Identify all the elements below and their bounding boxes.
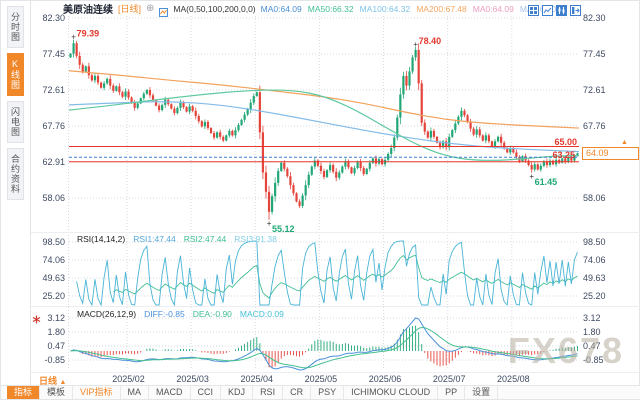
extreme-marker: + — [529, 172, 534, 181]
date-label: 2025/08 — [497, 374, 530, 384]
chart-header: 美原油连续 [日线] ⊕ MA(0,50,100,200,0,0) MA0:64… — [63, 2, 561, 17]
toolbar-item-3[interactable]: MA — [121, 386, 150, 399]
macd-value-1: DEA:-0.90 — [192, 309, 232, 319]
current-price-tag: 64.09 — [582, 147, 639, 160]
rsi-title: RSI(14,14,2) — [77, 234, 126, 244]
toolbar-item-5[interactable]: CCI — [191, 386, 222, 399]
chevron-up-icon: ▲ — [59, 379, 67, 386]
rsi-value-2: RSI3:91.38 — [234, 234, 277, 244]
toolbar-item-2[interactable]: VIP指标 — [73, 386, 121, 399]
toolbar-item-8[interactable]: CR — [283, 386, 312, 399]
main-axis-label-left: 77.45 — [42, 49, 65, 60]
candle-view-icon-active[interactable] — [556, 3, 567, 16]
rsi-header: RSI(14,14,2) RSI1:47.44 RSI2:47.44 RSI3:91… — [77, 234, 277, 244]
macd-axis-label-left: 3.12 — [47, 313, 65, 324]
extreme-price-label: 61.45 — [535, 177, 558, 187]
main-axis-label-left: 58.06 — [42, 193, 65, 204]
rsi-axis-label-right: 98.50 — [583, 237, 606, 247]
rsi-value-1: RSI2:47.44 — [183, 234, 227, 244]
main-axis-label-left: 82.30 — [42, 13, 65, 23]
extreme-price-label: 78.40 — [419, 36, 442, 46]
price-pin-icon: ▲ — [621, 139, 628, 146]
line-chart-view-icon[interactable] — [542, 3, 553, 16]
rsi-axis-label-right: 74.06 — [583, 255, 606, 265]
toolbar-item-7[interactable]: RSI — [253, 386, 284, 399]
ma-value-2: MA100:64.32 — [359, 3, 411, 14]
macd-axis-label-left: -0.85 — [44, 354, 65, 365]
date-label: 2025/04 — [240, 374, 274, 384]
macd-settings-icon[interactable] — [32, 311, 41, 324]
chart-type-sidebar: 分时图 K线图闪电图合约资料 — [1, 1, 31, 387]
sidebar-tab-2[interactable]: 闪电图 — [7, 101, 24, 143]
ma-value-3: MA200:67.48 — [416, 3, 467, 14]
rsi-axis-label-right: 49.63 — [583, 273, 606, 283]
indicator-toolbar: 指标 模板 VIP指标 MA MACD CCI KDJ RSI CR PSY ICHIMOKU CL… — [1, 385, 640, 399]
rsi-axis-label-right: 25.20 — [583, 291, 606, 301]
dashed-level-label: 63.25 — [552, 150, 575, 160]
sidebar-tab-1[interactable]: K线图 — [7, 53, 24, 96]
ma-value-5: MA0:64.09 — [519, 3, 562, 14]
rsi-axis-label-left: 49.63 — [42, 273, 65, 283]
macd-axis-label-left: 1.80 — [47, 326, 65, 337]
extreme-price-label: 79.39 — [77, 29, 100, 39]
macd-axis-label-right: 1.80 — [583, 326, 601, 337]
main-axis-label-left: 67.76 — [42, 120, 65, 131]
ma-formula: MA(0,50,100,200,0,0) — [173, 3, 256, 14]
sidebar-tab-3[interactable]: 合约资料 — [7, 148, 24, 200]
macd-value-0: DIFF:-0.85 — [144, 309, 185, 319]
view-switcher — [528, 3, 581, 16]
toolbar-item-9[interactable]: PSY — [311, 386, 345, 399]
date-label: 2025/03 — [176, 374, 209, 384]
main-axis-label-right: 72.61 — [583, 84, 606, 95]
toolbar-item-1[interactable]: 模板 — [40, 386, 74, 399]
macd-axis-label-right: 0.47 — [583, 341, 601, 352]
extreme-marker: + — [267, 219, 272, 228]
resistance-level-label: 65.00 — [554, 137, 577, 147]
rsi-axis-label-left: 98.50 — [42, 237, 65, 247]
ma-value-1: MA50:66.32 — [307, 3, 354, 14]
main-axis-label-left: 62.91 — [42, 157, 65, 167]
toolbar-item-6[interactable]: KDJ — [221, 386, 254, 399]
macd-header: MACD(26,12,9) DIFF:-0.85 DEA:-0.90 MACD:0.… — [77, 309, 284, 319]
ma-value-4: MA0:64.09 — [472, 3, 514, 14]
main-axis-label-left: 72.61 — [42, 84, 65, 95]
main-axis-label-right: 82.30 — [583, 13, 606, 23]
extreme-marker: + — [71, 33, 76, 42]
rsi-axis-label-left: 25.20 — [42, 291, 65, 301]
symbol-title: 美原油连续 — [63, 5, 113, 16]
rsi-axis-label-left: 74.06 — [42, 255, 65, 265]
date-label: 2025/02 — [112, 374, 145, 384]
toolbar-item-11[interactable]: PP — [438, 386, 466, 399]
rsi-value-0: RSI1:47.44 — [133, 234, 176, 244]
ma-legend: MA0:64.09 MA50:66.32 MA100:64.32 MA200:67.4… — [261, 4, 561, 14]
collapse-panel-icon[interactable] — [570, 3, 581, 16]
macd-axis-label-right: -0.85 — [583, 354, 604, 365]
date-label: 2025/05 — [304, 374, 338, 384]
grid-view-icon[interactable] — [528, 3, 539, 16]
sidebar-tab-0[interactable]: 分时图 — [7, 6, 24, 48]
overlay-indicator-icon — [159, 4, 169, 17]
toolbar-item-10[interactable]: ICHIMOKU CLOUD — [344, 386, 439, 399]
main-axis-label-right: 67.76 — [583, 120, 606, 131]
date-label: 2025/07 — [432, 374, 466, 384]
macd-value-2: MACD:0.09 — [239, 309, 284, 319]
period-tag: [日线] — [118, 4, 142, 14]
main-axis-label-right: 77.45 — [583, 49, 606, 60]
time-axis: 日线 ▲ 2025/02 2025/03 2025/04 2025/05 2025/06… — [31, 373, 640, 387]
macd-axis-label-left: 0.47 — [47, 341, 65, 352]
macd-title: MACD(26,12,9) — [77, 309, 137, 319]
period-selector[interactable]: 日线 ▲ — [39, 376, 67, 386]
extreme-price-label: 55.12 — [272, 224, 295, 234]
main-axis-label-right: 58.06 — [583, 193, 606, 204]
macd-axis-label-right: 3.12 — [583, 313, 601, 324]
ma-value-0: MA0:64.09 — [260, 3, 302, 14]
date-label: 2025/06 — [368, 374, 402, 384]
add-indicator-icon[interactable]: ⊕ — [146, 2, 155, 14]
toolbar-item-0[interactable]: 指标 — [7, 386, 41, 399]
extreme-marker: + — [413, 40, 418, 49]
toolbar-item-12[interactable]: 设置 — [465, 386, 499, 399]
toolbar-item-4[interactable]: MACD — [149, 386, 191, 399]
